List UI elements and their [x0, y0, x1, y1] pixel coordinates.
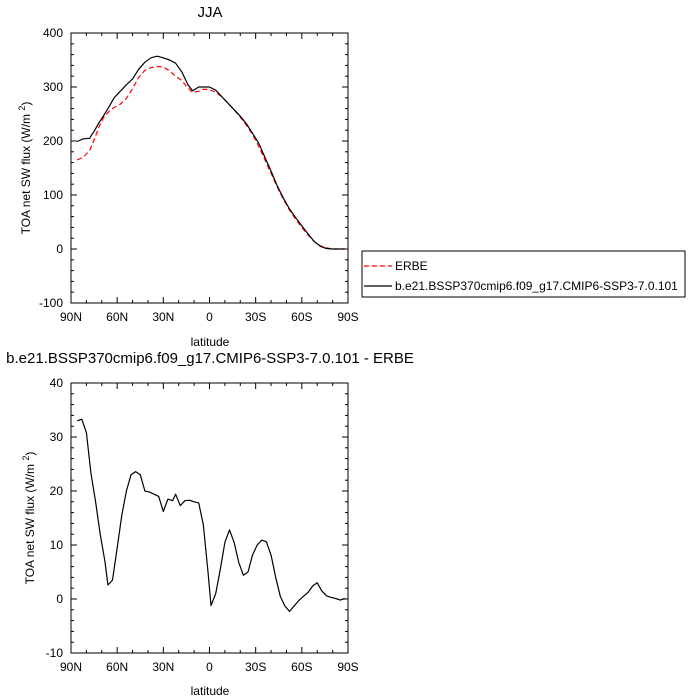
top-x-axis-label: latitude: [191, 335, 230, 349]
top-plot-frame: [70, 32, 349, 304]
bottom-series-line-0: [77, 418, 346, 613]
top-series-line-0: [76, 65, 345, 250]
top-ylabel-superscript: 2: [17, 106, 27, 111]
bottom-x-axis-label: latitude: [191, 684, 230, 698]
bottom-ytick-label-1: 0: [56, 592, 63, 606]
bottom-ytick-label-5: 40: [50, 376, 64, 390]
legend-label-erbe: ERBE: [395, 259, 428, 273]
top-axis-ticks: 90N 60N 30N 0 30S 60S 90S -100 0 100 200 300 400: [39, 26, 359, 324]
bottom-xtick-label-1: 60N: [106, 660, 128, 674]
bottom-series-group: [77, 418, 346, 613]
top-xtick-label-6: 90S: [337, 310, 358, 324]
top-xtick-label-0: 90N: [60, 310, 82, 324]
top-xtick-label-2: 30N: [152, 310, 174, 324]
bottom-ytick-label-2: 10: [50, 538, 64, 552]
bottom-xtick-label-0: 90N: [60, 660, 82, 674]
top-y-axis-label: TOA net SW flux (W/m 2): [17, 102, 33, 235]
bot-ylabel-superscript: 2: [21, 456, 31, 461]
bottom-plot-frame: [70, 382, 349, 654]
legend: ERBE b.e21.BSSP370cmip6.f09_g17.CMIP6-SS…: [361, 250, 686, 298]
bot-ylabel-rest: ): [23, 452, 37, 456]
bottom-y-axis-label-text: TOA net SW flux (W/m: [23, 464, 37, 584]
top-series-group: [76, 55, 345, 250]
bottom-axis-ticks: 90N 60N 30N 0 30S 60S 90S -10 0 10 20 30 40: [46, 376, 359, 674]
legend-label-model: b.e21.BSSP370cmip6.f09_g17.CMIP6-SSP3-7.…: [395, 279, 678, 293]
top-xtick-label-4: 30S: [245, 310, 266, 324]
bottom-xtick-label-3: 0: [206, 660, 213, 674]
bottom-y-axis-label: TOA net SW flux (W/m 2): [21, 452, 37, 585]
top-series-line-1: [76, 55, 345, 250]
bottom-xtick-label-4: 30S: [245, 660, 266, 674]
bottom-ytick-label-3: 20: [50, 484, 64, 498]
top-xtick-label-3: 0: [206, 310, 213, 324]
top-ytick-label-0: -100: [39, 296, 63, 310]
top-y-axis-label-text: TOA net SW flux (W/m: [19, 114, 33, 234]
bottom-xtick-label-5: 60S: [291, 660, 312, 674]
chart-title-bottom: b.e21.BSSP370cmip6.f09_g17.CMIP6-SSP3-7.…: [6, 350, 414, 367]
bottom-ytick-label-4: 30: [50, 430, 64, 444]
top-ylabel-rest: ): [19, 102, 33, 106]
top-xtick-label-1: 60N: [106, 310, 128, 324]
top-ytick-label-5: 400: [43, 26, 63, 40]
top-ytick-label-4: 300: [43, 80, 63, 94]
legend-box: [361, 250, 686, 298]
bottom-xtick-label-6: 90S: [337, 660, 358, 674]
bottom-xtick-label-2: 30N: [152, 660, 174, 674]
top-xtick-label-5: 60S: [291, 310, 312, 324]
chart-title-top: JJA: [197, 4, 222, 21]
top-ytick-label-1: 0: [56, 242, 63, 256]
bottom-ytick-label-0: -10: [46, 646, 64, 660]
top-ytick-label-3: 200: [43, 134, 63, 148]
top-ytick-label-2: 100: [43, 188, 63, 202]
